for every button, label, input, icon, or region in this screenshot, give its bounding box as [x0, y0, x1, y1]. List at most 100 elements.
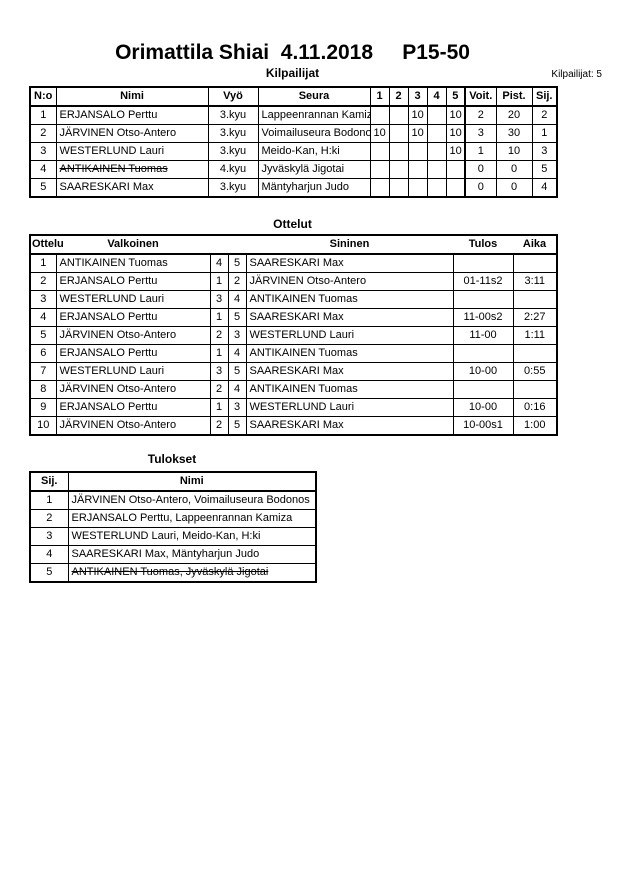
- cell-club: Voimailuseura Bodonos: [257, 124, 371, 143]
- cell-white-no: 4: [209, 253, 229, 273]
- table-row: 3 WESTERLUND Lauri 3 4 ANTIKAINEN Tuomas: [29, 290, 558, 309]
- table-row: 6 ERJANSALO Perttu 1 4 ANTIKAINEN Tuomas: [29, 344, 558, 363]
- cell-no: 3: [29, 142, 57, 161]
- cell-points: 20: [495, 105, 533, 125]
- tulokset-heading: Tulokset: [147, 452, 197, 466]
- cell-blue-name: SAARESKARI Max: [245, 253, 454, 273]
- table-row: 10 JÄRVINEN Otso-Antero 2 5 SAARESKARI M…: [29, 416, 558, 436]
- cell-r2: [388, 142, 409, 161]
- col-header-time: Aika: [513, 234, 557, 255]
- cell-wins: 0: [464, 160, 497, 179]
- cell-r1: 10: [369, 124, 390, 143]
- cell-time: [512, 380, 558, 399]
- col-header-no: N:o: [29, 86, 57, 107]
- cell-result: [452, 380, 514, 399]
- matches-table: Ottelu Valkoinen Sininen Tulos Aika 1 AN…: [29, 234, 558, 436]
- col-header-result: Tulos: [453, 234, 513, 255]
- col-header-blue-no: [228, 234, 246, 255]
- cell-place: 5: [531, 160, 558, 179]
- col-header-white-no: [210, 234, 228, 255]
- competitors-table: N:o Nimi Vyö Seura 1 2 3 4 5 Voit. Pist.…: [29, 86, 558, 198]
- cell-points: 0: [495, 178, 533, 198]
- cell-name: WESTERLUND Lauri, Meido-Kan, H:ki: [67, 527, 317, 546]
- cell-match-no: 6: [29, 344, 57, 363]
- cell-blue-name: SAARESKARI Max: [245, 308, 454, 327]
- cell-blue-no: 4: [227, 290, 247, 309]
- cell-white-no: 2: [209, 416, 229, 436]
- cell-r2: [388, 124, 409, 143]
- cell-club: Meido-Kan, H:ki: [257, 142, 371, 161]
- cell-place: 5: [29, 563, 69, 583]
- col-header-blue: Sininen: [246, 234, 453, 255]
- results-table: Sij. Nimi 1 JÄRVINEN Otso-Antero, Voimai…: [29, 471, 317, 583]
- cell-r3: 10: [407, 105, 428, 125]
- table-row: 1 ERJANSALO Perttu 3.kyu Lappeenrannan K…: [29, 105, 558, 125]
- cell-blue-name: WESTERLUND Lauri: [245, 326, 454, 345]
- cell-result: 10-00s1: [452, 416, 514, 436]
- cell-r4: [426, 105, 447, 125]
- cell-r1: [369, 178, 390, 198]
- cell-match-no: 8: [29, 380, 57, 399]
- cell-belt: 3.kyu: [207, 142, 259, 161]
- cell-white-name: ANTIKAINEN Tuomas: [55, 253, 211, 273]
- cell-no: 4: [29, 160, 57, 179]
- table-row: 2 ERJANSALO Perttu 1 2 JÄRVINEN Otso-Ant…: [29, 272, 558, 291]
- cell-r3: [407, 142, 428, 161]
- cell-result: 10-00: [452, 362, 514, 381]
- cell-r2: [388, 178, 409, 198]
- cell-time: 3:11: [512, 272, 558, 291]
- cell-belt: 3.kyu: [207, 105, 259, 125]
- cell-club: Lappeenrannan Kamiza: [257, 105, 371, 125]
- page-title: Orimattila Shiai 4.11.2018 P15-50: [115, 41, 470, 64]
- cell-blue-name: ANTIKAINEN Tuomas: [245, 290, 454, 309]
- cell-blue-no: 5: [227, 416, 247, 436]
- cell-r5: 10: [445, 142, 466, 161]
- cell-white-name: ERJANSALO Perttu: [55, 272, 211, 291]
- table-row: 7 WESTERLUND Lauri 3 5 SAARESKARI Max 10…: [29, 362, 558, 381]
- table-row: 5 JÄRVINEN Otso-Antero 2 3 WESTERLUND La…: [29, 326, 558, 345]
- cell-blue-no: 4: [227, 380, 247, 399]
- col-header-r5: 5: [445, 86, 466, 107]
- table-row: 2 ERJANSALO Perttu, Lappeenrannan Kamiza: [29, 509, 317, 528]
- cell-name: ERJANSALO Perttu: [55, 105, 209, 125]
- cell-white-name: JÄRVINEN Otso-Antero: [55, 416, 211, 436]
- cell-time: [512, 290, 558, 309]
- cell-r1: [369, 105, 390, 125]
- cell-no: 1: [29, 105, 57, 125]
- cell-name: WESTERLUND Lauri: [55, 142, 209, 161]
- cell-r5: [445, 178, 466, 198]
- cell-blue-name: JÄRVINEN Otso-Antero: [245, 272, 454, 291]
- cell-time: [512, 344, 558, 363]
- matches-header-row: Ottelu Valkoinen Sininen Tulos Aika: [30, 234, 557, 255]
- cell-r2: [388, 105, 409, 125]
- cell-r3: [407, 160, 428, 179]
- cell-result: 10-00: [452, 398, 514, 417]
- cell-white-name: JÄRVINEN Otso-Antero: [55, 326, 211, 345]
- cell-result: [452, 344, 514, 363]
- cell-result: 01-11s2: [452, 272, 514, 291]
- cell-blue-no: 5: [227, 253, 247, 273]
- cell-points: 30: [495, 124, 533, 143]
- content-area: Orimattila Shiai 4.11.2018 P15-50 Kilpai…: [29, 0, 558, 583]
- cell-result: [452, 290, 514, 309]
- cell-match-no: 3: [29, 290, 57, 309]
- cell-blue-no: 2: [227, 272, 247, 291]
- table-row: 1 JÄRVINEN Otso-Antero, Voimailuseura Bo…: [29, 490, 317, 510]
- cell-club: Mäntyharjun Judo: [257, 178, 371, 198]
- cell-place: 3: [531, 142, 558, 161]
- col-header-r1: 1: [369, 86, 390, 107]
- cell-wins: 1: [464, 142, 497, 161]
- table-row: 4 SAARESKARI Max, Mäntyharjun Judo: [29, 545, 317, 564]
- cell-no: 5: [29, 178, 57, 198]
- cell-name: ANTIKAINEN Tuomas, Jyväskylä Jigotai: [67, 563, 317, 583]
- cell-match-no: 2: [29, 272, 57, 291]
- table-row: 4 ANTIKAINEN Tuomas 4.kyu Jyväskylä Jigo…: [29, 160, 558, 179]
- competitors-header-row: N:o Nimi Vyö Seura 1 2 3 4 5 Voit. Pist.…: [29, 86, 558, 107]
- cell-points: 10: [495, 142, 533, 161]
- table-row: 4 ERJANSALO Perttu 1 5 SAARESKARI Max 11…: [29, 308, 558, 327]
- table-row: 5 SAARESKARI Max 3.kyu Mäntyharjun Judo …: [29, 178, 558, 198]
- results-header-row: Sij. Nimi: [29, 471, 317, 492]
- cell-white-no: 1: [209, 272, 229, 291]
- cell-white-no: 2: [209, 380, 229, 399]
